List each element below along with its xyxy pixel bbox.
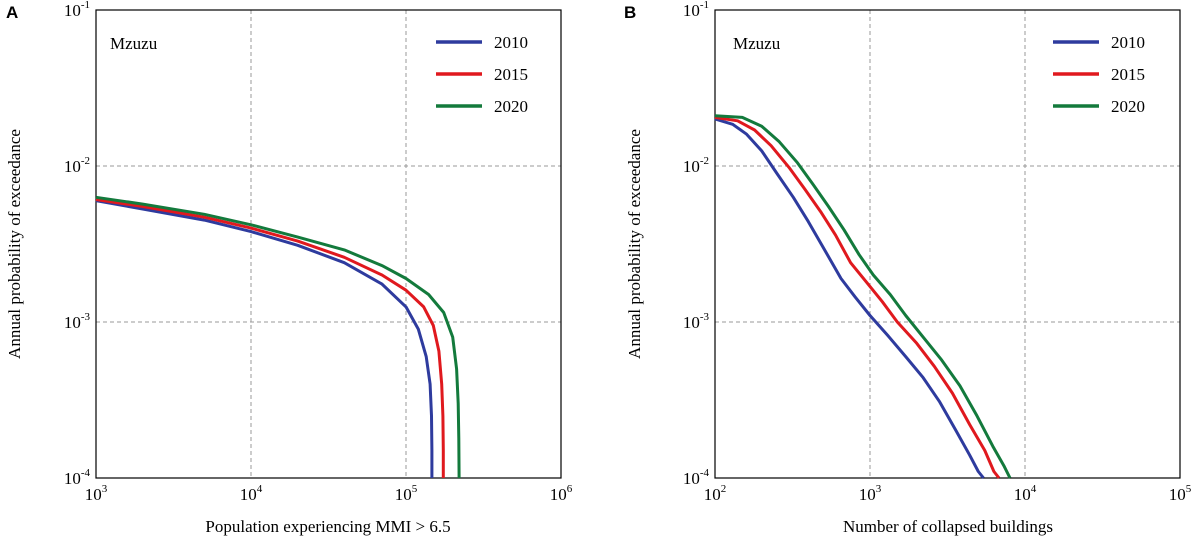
city-label-a: Mzuzu (110, 34, 158, 53)
panel-a: A 103 104 105 106 10-4 10-3 10-2 10-1 Mzuzu 201… (5, 0, 573, 536)
x-tick-label: 105 (1169, 483, 1192, 504)
legend-label-2010: 2010 (1111, 33, 1145, 52)
panel-letter-b: B (624, 3, 636, 22)
x-tick-label: 104 (1014, 483, 1037, 504)
y-axis-label-a: Annual probability of exceedance (5, 129, 24, 359)
series-line-2015-a (95, 198, 445, 478)
series-line-2020-b (714, 114, 1012, 479)
x-tick-label: 102 (704, 483, 727, 504)
legend-label-2015: 2015 (1111, 65, 1145, 84)
legend-label-2020: 2020 (1111, 97, 1145, 116)
x-tick-label: 106 (550, 483, 573, 504)
x-axis-label-b: Number of collapsed buildings (843, 517, 1053, 536)
panel-b: B 102 103 104 105 10-4 10-3 10-2 10-1 Mzuzu 201… (624, 0, 1192, 536)
plot-frame-a (95, 9, 562, 479)
legend-label-2010: 2010 (494, 33, 528, 52)
y-tick-label: 10-3 (64, 311, 91, 332)
x-tick-label: 103 (85, 483, 108, 504)
city-label-b: Mzuzu (733, 34, 781, 53)
x-tick-label: 103 (859, 483, 882, 504)
series-line-2010-b (714, 117, 985, 479)
x-tick-label: 105 (395, 483, 418, 504)
x-axis-label-a: Population experiencing MMI > 6.5 (205, 517, 450, 536)
legend-label-2020: 2020 (494, 97, 528, 116)
series-line-2015-b (714, 115, 1001, 479)
y-tick-label: 10-2 (683, 155, 709, 176)
y-tick-label: 10-1 (64, 0, 90, 20)
y-tick-label: 10-4 (64, 467, 91, 488)
y-tick-label: 10-3 (683, 311, 710, 332)
y-axis-label-b: Annual probability of exceedance (625, 129, 644, 359)
x-tick-label: 104 (240, 483, 263, 504)
series-line-2010-a (95, 199, 434, 478)
panel-letter-a: A (6, 3, 18, 22)
y-tick-label: 10-1 (683, 0, 709, 20)
series-line-2020-a (95, 195, 461, 479)
legend-label-2015: 2015 (494, 65, 528, 84)
plot-frame-b (714, 9, 1181, 479)
y-tick-label: 10-4 (683, 467, 710, 488)
y-tick-label: 10-2 (64, 155, 90, 176)
